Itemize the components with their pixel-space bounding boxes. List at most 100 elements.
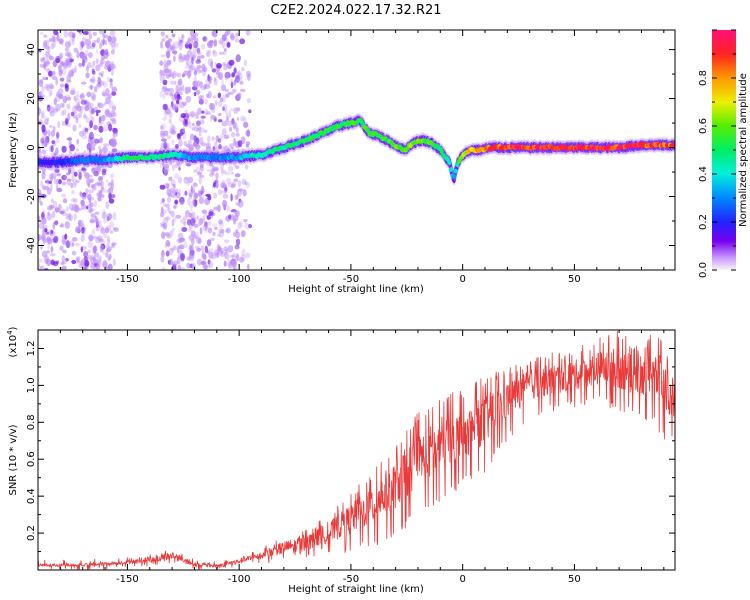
- noise-speckle: [105, 248, 111, 253]
- noise-speckle: [42, 227, 46, 231]
- noise-speckle: [41, 216, 47, 225]
- noise-speckle: [175, 84, 179, 93]
- noise-speckle: [230, 81, 234, 89]
- noise-speckle: [80, 235, 85, 242]
- noise-speckle: [189, 112, 195, 117]
- noise-speckle: [168, 258, 173, 266]
- noise-speckle: [233, 121, 236, 130]
- noise-speckle: [245, 141, 251, 146]
- noise-speckle: [61, 255, 65, 263]
- noise-speckle: [188, 43, 193, 50]
- noise-speckle: [188, 66, 194, 73]
- noise-speckle: [193, 76, 197, 82]
- noise-speckle: [190, 54, 196, 61]
- noise-speckle: [110, 110, 116, 118]
- noise-speckle: [159, 60, 164, 66]
- noise-speckle: [61, 174, 67, 181]
- noise-speckle: [95, 58, 99, 64]
- noise-speckle: [189, 252, 192, 260]
- spectrogram-ridge: [38, 112, 675, 186]
- noise-speckle: [190, 206, 193, 212]
- noise-speckle: [62, 175, 67, 180]
- noise-speckle: [103, 233, 108, 239]
- noise-speckle: [95, 236, 101, 244]
- noise-speckle: [204, 221, 209, 230]
- noise-speckle: [55, 137, 60, 144]
- noise-speckle: [80, 40, 86, 47]
- noise-speckle: [60, 110, 65, 116]
- noise-speckle: [219, 38, 224, 45]
- noise-speckle: [170, 101, 174, 108]
- noise-speckle: [180, 201, 184, 206]
- noise-speckle: [81, 228, 86, 237]
- noise-speckle: [173, 55, 176, 62]
- noise-speckle: [231, 131, 236, 138]
- noise-speckle: [105, 243, 111, 250]
- noise-speckle: [109, 63, 116, 70]
- noise-speckle: [112, 212, 117, 221]
- noise-speckle: [209, 172, 214, 177]
- noise-speckle: [99, 136, 103, 144]
- noise-speckle: [243, 59, 248, 67]
- noise-speckle: [74, 95, 79, 101]
- noise-speckle: [162, 103, 168, 111]
- noise-speckle: [162, 79, 168, 86]
- noise-speckle: [201, 209, 207, 214]
- noise-speckle: [64, 85, 69, 92]
- noise-speckle: [89, 106, 93, 114]
- noise-speckle: [80, 258, 85, 267]
- noise-speckle: [162, 117, 168, 121]
- noise-speckle: [38, 79, 44, 82]
- noise-speckle: [165, 143, 171, 147]
- noise-speckle: [76, 90, 80, 98]
- noise-speckle: [73, 95, 77, 102]
- noise-speckle: [223, 63, 228, 71]
- noise-speckle: [103, 51, 109, 60]
- noise-speckle: [49, 124, 53, 128]
- noise-speckle: [46, 236, 51, 243]
- noise-speckle: [84, 127, 89, 132]
- noise-speckle: [171, 189, 176, 195]
- noise-speckle: [178, 139, 183, 147]
- noise-speckle: [83, 267, 88, 270]
- colorbar-label: Normalized spectral amplitude: [738, 73, 749, 227]
- noise-speckle: [38, 234, 41, 242]
- noise-speckle: [76, 257, 80, 263]
- noise-speckle: [199, 227, 203, 235]
- noise-speckle: [186, 181, 190, 186]
- noise-speckle: [110, 179, 114, 185]
- noise-speckle: [210, 168, 214, 174]
- noise-speckle: [87, 249, 91, 254]
- noise-speckle: [40, 111, 45, 119]
- noise-speckle: [104, 227, 110, 234]
- noise-speckle: [44, 67, 51, 72]
- noise-speckle: [226, 115, 229, 122]
- noise-speckle: [229, 108, 235, 112]
- noise-speckle: [237, 222, 242, 230]
- noise-speckle: [237, 179, 242, 188]
- noise-speckle: [186, 219, 192, 226]
- noise-speckle: [44, 60, 51, 65]
- noise-speckle: [224, 251, 228, 259]
- x-tick-label: -150: [116, 274, 139, 285]
- x-tick-label: 50: [568, 574, 581, 585]
- noise-speckle: [228, 126, 233, 132]
- noise-speckle: [193, 193, 198, 200]
- noise-speckle: [160, 54, 166, 58]
- noise-speckle: [59, 83, 65, 88]
- noise-speckle: [58, 204, 62, 211]
- colorbar-tick-label: 0.2: [698, 214, 709, 230]
- noise-speckle: [164, 232, 170, 237]
- noise-speckle: [55, 103, 61, 112]
- noise-speckle: [186, 118, 191, 125]
- noise-speckle: [66, 178, 72, 182]
- noise-speckle: [185, 211, 189, 215]
- noise-speckle: [64, 41, 71, 48]
- noise-speckle: [91, 95, 95, 100]
- noise-speckle: [96, 192, 102, 198]
- noise-speckle: [77, 169, 83, 174]
- noise-speckle: [97, 102, 101, 108]
- noise-speckle: [166, 135, 172, 140]
- noise-speckle: [201, 110, 205, 114]
- noise-speckle: [92, 39, 96, 45]
